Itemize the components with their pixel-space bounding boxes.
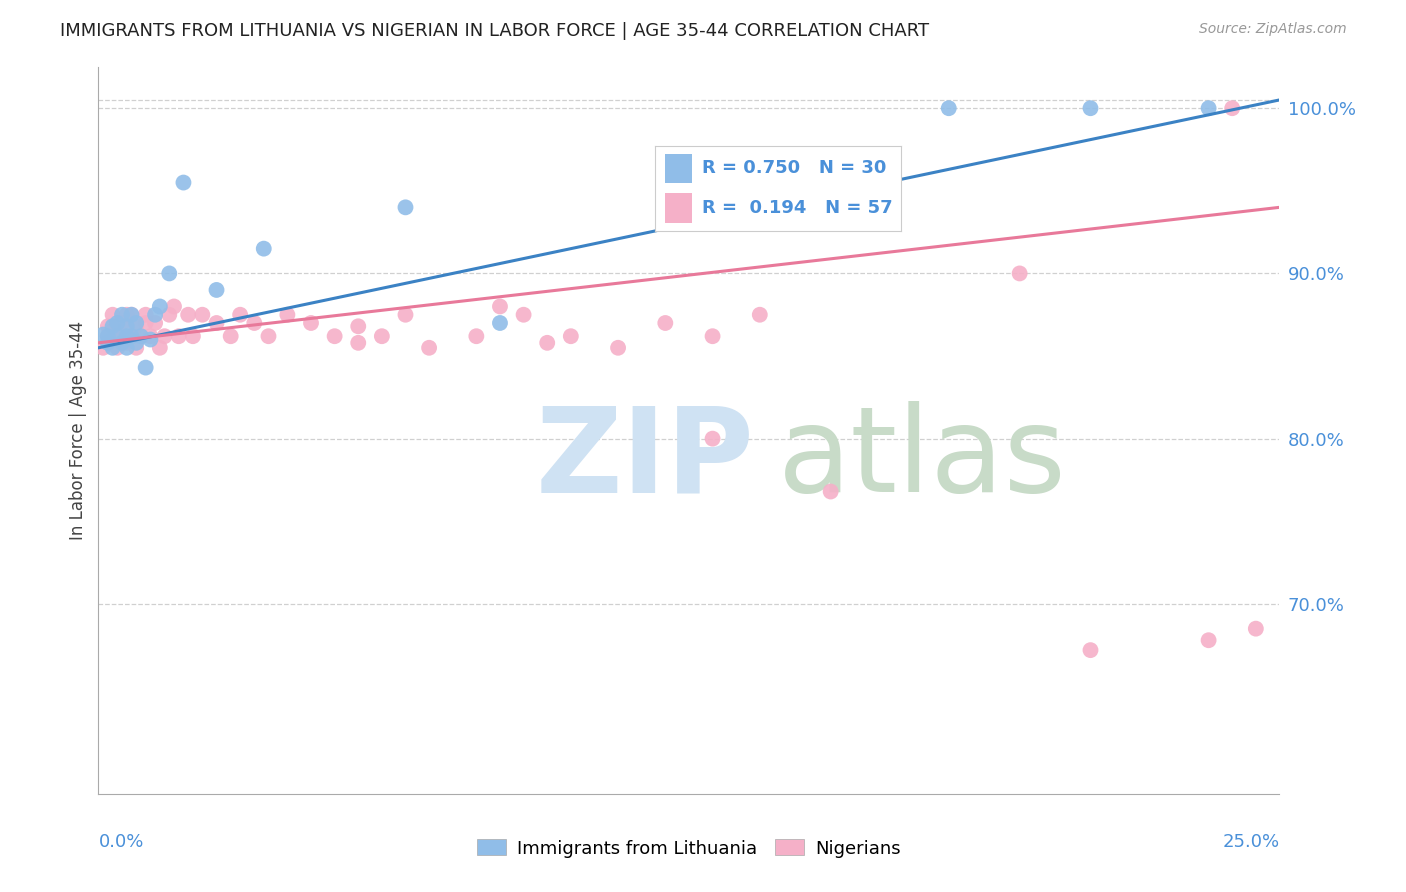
Point <box>219 329 242 343</box>
Point <box>129 329 152 343</box>
Point <box>111 316 134 330</box>
Point <box>347 335 370 350</box>
Point <box>91 341 114 355</box>
Point <box>111 335 134 350</box>
Point <box>101 308 124 322</box>
Point <box>177 308 200 322</box>
Point <box>97 335 120 350</box>
Y-axis label: In Labor Force | Age 35-44: In Labor Force | Age 35-44 <box>69 321 87 540</box>
Point <box>489 300 512 314</box>
Point <box>167 329 190 343</box>
Point <box>702 329 724 343</box>
Point <box>702 432 724 446</box>
Point <box>101 319 124 334</box>
Point <box>560 329 582 343</box>
Text: 25.0%: 25.0% <box>1222 833 1279 851</box>
Text: R = 0.750   N = 30: R = 0.750 N = 30 <box>702 159 886 177</box>
Point <box>125 341 148 355</box>
Point <box>394 200 416 214</box>
Point <box>276 308 298 322</box>
Text: ZIP: ZIP <box>536 401 754 517</box>
Point <box>489 316 512 330</box>
Point <box>125 319 148 334</box>
Point <box>125 316 148 330</box>
Text: 0.0%: 0.0% <box>98 833 143 851</box>
Point <box>97 319 120 334</box>
Text: Source: ZipAtlas.com: Source: ZipAtlas.com <box>1199 22 1347 37</box>
Point <box>163 300 186 314</box>
Point <box>1080 101 1102 115</box>
Point <box>135 308 157 322</box>
Point <box>115 329 138 343</box>
Point <box>654 316 676 330</box>
Point <box>418 341 440 355</box>
Point <box>105 329 128 343</box>
Point <box>253 242 276 256</box>
Point <box>536 335 558 350</box>
Point <box>1080 643 1102 657</box>
Point <box>101 324 124 338</box>
Point <box>243 316 266 330</box>
Point <box>115 341 138 355</box>
Point <box>121 329 143 343</box>
Point <box>371 329 394 343</box>
Text: IMMIGRANTS FROM LITHUANIA VS NIGERIAN IN LABOR FORCE | AGE 35-44 CORRELATION CHA: IMMIGRANTS FROM LITHUANIA VS NIGERIAN IN… <box>60 22 929 40</box>
Point <box>820 484 842 499</box>
Point <box>149 341 172 355</box>
FancyBboxPatch shape <box>665 153 692 183</box>
Point <box>323 329 346 343</box>
Point <box>748 308 770 322</box>
Point <box>139 329 162 343</box>
Point <box>111 329 134 343</box>
Point <box>143 308 166 322</box>
Text: atlas: atlas <box>778 401 1066 517</box>
Point <box>299 316 322 330</box>
Point <box>153 329 176 343</box>
Point <box>115 335 138 350</box>
Point <box>205 283 228 297</box>
Point <box>97 329 120 343</box>
Point <box>129 329 152 343</box>
Legend: Immigrants from Lithuania, Nigerians: Immigrants from Lithuania, Nigerians <box>470 832 908 865</box>
Point <box>465 329 488 343</box>
Point <box>135 360 157 375</box>
Point <box>1244 622 1267 636</box>
Point <box>1198 633 1220 648</box>
Point <box>938 101 960 115</box>
Point <box>97 329 120 343</box>
Point <box>105 316 128 330</box>
Point <box>607 341 630 355</box>
Text: R =  0.194   N = 57: R = 0.194 N = 57 <box>702 199 893 218</box>
Point <box>121 308 143 322</box>
Point <box>172 176 194 190</box>
Point <box>105 329 128 343</box>
Point <box>347 319 370 334</box>
Point <box>111 308 134 322</box>
Point <box>157 267 180 281</box>
Point <box>125 335 148 350</box>
Point <box>229 308 252 322</box>
Point <box>512 308 534 322</box>
Point <box>101 341 124 355</box>
Point <box>257 329 280 343</box>
Point <box>1220 101 1243 115</box>
Point <box>91 327 114 342</box>
Point <box>181 329 204 343</box>
Point <box>115 319 138 334</box>
Point <box>191 308 214 322</box>
Point <box>1198 101 1220 115</box>
Point <box>149 300 172 314</box>
Point <box>205 316 228 330</box>
Point <box>115 308 138 322</box>
Point <box>157 308 180 322</box>
FancyBboxPatch shape <box>665 194 692 223</box>
Point <box>105 341 128 355</box>
Point <box>121 308 143 322</box>
Point <box>1008 267 1031 281</box>
Point <box>139 333 162 347</box>
Point <box>394 308 416 322</box>
Point <box>135 316 157 330</box>
Point <box>143 316 166 330</box>
Point <box>121 329 143 343</box>
